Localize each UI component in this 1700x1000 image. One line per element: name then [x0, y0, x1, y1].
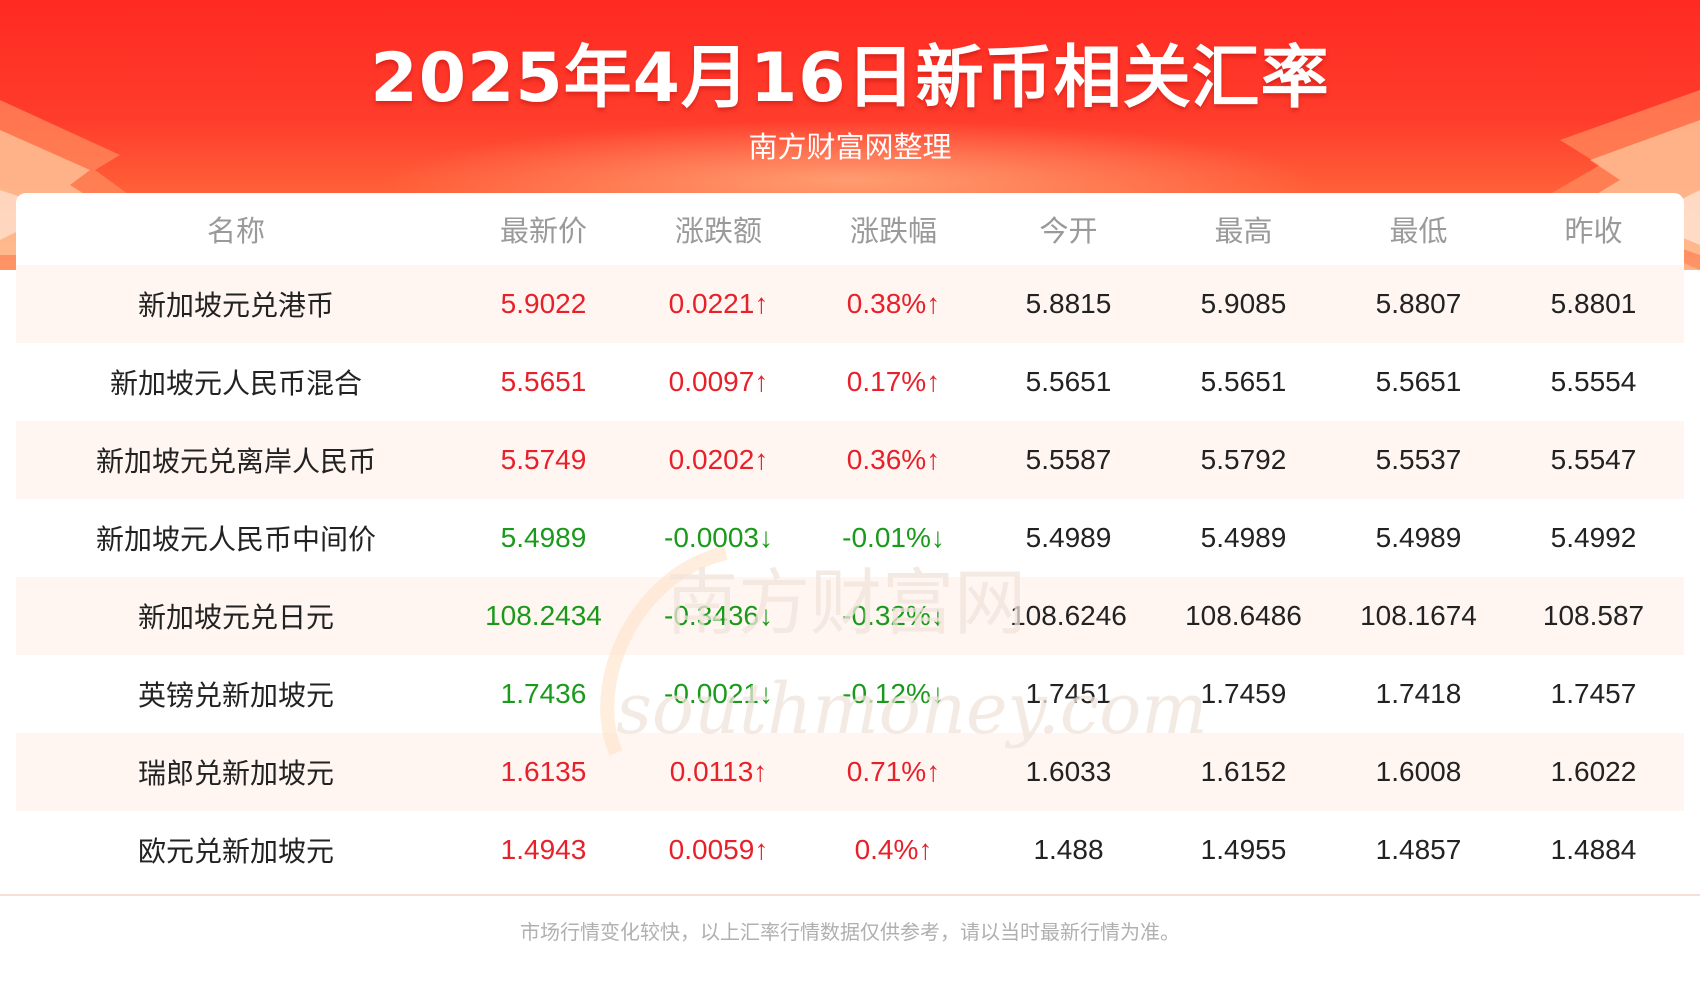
latest-price: 5.4989	[500, 522, 587, 553]
change-amount: 0.0113↑	[669, 756, 768, 787]
rate-table: 名称 最新价 涨跌额 涨跌幅 今开 最高 最低 昨收 新加坡元兑港币 5.9022…	[16, 193, 1684, 893]
table-header: 名称 最新价 涨跌额 涨跌幅 今开 最高 最低 昨收	[16, 193, 1684, 265]
table-row: 新加坡元兑日元 108.2434 -0.3436↓ -0.32%↓ 108.6246 10…	[16, 577, 1684, 655]
latest-price: 5.5749	[500, 444, 587, 475]
column-header-high: 最高	[1214, 214, 1273, 248]
low-price: 1.6008	[1375, 756, 1462, 787]
high-price: 108.6486	[1185, 600, 1302, 631]
currency-pair-name: 新加坡元兑离岸人民币	[95, 445, 376, 478]
column-header-percent: 涨跌幅	[849, 214, 937, 248]
prev-close: 5.5554	[1550, 366, 1637, 397]
currency-pair-name: 新加坡元人民币混合	[109, 367, 362, 400]
change-percent: -0.01%↓	[842, 522, 945, 553]
low-price: 5.4989	[1375, 522, 1462, 553]
currency-pair-name: 欧元兑新加坡元	[137, 835, 334, 868]
change-percent: -0.32%↓	[842, 600, 945, 631]
change-amount: 0.0202↑	[668, 444, 769, 475]
high-price: 5.9085	[1200, 288, 1287, 319]
low-price: 1.7418	[1375, 678, 1462, 709]
prev-close: 1.4884	[1550, 834, 1637, 865]
prev-close: 5.4992	[1550, 522, 1637, 553]
prev-close: 1.6022	[1550, 756, 1637, 787]
change-amount: -0.0003↓	[664, 522, 773, 553]
latest-price: 1.7436	[500, 678, 587, 709]
change-percent: 0.17%↑	[846, 366, 941, 397]
open-price: 1.488	[1033, 834, 1104, 865]
currency-pair-name: 英镑兑新加坡元	[137, 679, 334, 712]
change-amount: -0.0021↓	[664, 678, 773, 709]
change-amount: 0.0221↑	[668, 288, 769, 319]
table-row: 英镑兑新加坡元 1.7436 -0.0021↓ -0.12%↓ 1.7451 1.7459…	[16, 655, 1684, 733]
table-row: 欧元兑新加坡元 1.4943 0.0059↑ 0.4%↑ 1.488 1.4955 1.48…	[16, 811, 1684, 889]
high-price: 1.6152	[1200, 756, 1287, 787]
low-price: 5.8807	[1375, 288, 1462, 319]
column-header-low: 最低	[1389, 214, 1448, 248]
open-price: 108.6246	[1010, 600, 1127, 631]
change-percent: 0.38%↑	[846, 288, 941, 319]
latest-price: 5.5651	[500, 366, 587, 397]
currency-pair-name: 新加坡元人民币中间价	[95, 523, 376, 556]
latest-price: 1.6135	[500, 756, 587, 787]
latest-price: 108.2434	[485, 600, 602, 631]
high-price: 5.4989	[1200, 522, 1287, 553]
column-header-change: 涨跌额	[674, 214, 762, 248]
disclaimer-text: 市场行情变化较快，以上汇率行情数据仅供参考，请以当时最新行情为准。	[520, 920, 1180, 944]
open-price: 1.6033	[1025, 756, 1112, 787]
latest-price: 1.4943	[500, 834, 587, 865]
prev-close: 1.7457	[1550, 678, 1637, 709]
change-percent: 0.71%↑	[846, 756, 941, 787]
low-price: 5.5651	[1375, 366, 1462, 397]
table-row: 新加坡元兑离岸人民币 5.5749 0.0202↑ 0.36%↑ 5.5587 5.579…	[16, 421, 1684, 499]
column-header-name: 名称	[206, 214, 265, 248]
table-row: 新加坡元人民币混合 5.5651 0.0097↑ 0.17%↑ 5.5651 5.5651…	[16, 343, 1684, 421]
currency-pair-name: 新加坡元兑港币	[137, 289, 334, 322]
page-title: 2025年4月16日新币相关汇率	[370, 39, 1330, 118]
table-row: 新加坡元人民币中间价 5.4989 -0.0003↓ -0.01%↓ 5.4989 5.4…	[16, 499, 1684, 577]
currency-pair-name: 新加坡元兑日元	[137, 601, 334, 634]
low-price: 108.1674	[1360, 600, 1477, 631]
open-price: 5.4989	[1025, 522, 1112, 553]
table-row: 瑞郎兑新加坡元 1.6135 0.0113↑ 0.71%↑ 1.6033 1.6152 1.…	[16, 733, 1684, 811]
open-price: 5.5587	[1025, 444, 1112, 475]
open-price: 5.8815	[1025, 288, 1112, 319]
high-price: 1.7459	[1200, 678, 1287, 709]
page-subtitle: 南方财富网整理	[748, 130, 952, 164]
change-amount: 0.0097↑	[668, 366, 769, 397]
prev-close: 108.587	[1542, 600, 1645, 631]
table-row: 新加坡元兑港币 5.9022 0.0221↑ 0.38%↑ 5.8815 5.9085 5.…	[16, 265, 1684, 343]
high-price: 5.5651	[1200, 366, 1287, 397]
footer-divider	[0, 894, 1700, 896]
column-header-latest: 最新价	[499, 214, 587, 248]
low-price: 1.4857	[1375, 834, 1462, 865]
change-amount: 0.0059↑	[668, 834, 769, 865]
open-price: 1.7451	[1025, 678, 1112, 709]
change-amount: -0.3436↓	[664, 600, 773, 631]
change-percent: 0.36%↑	[846, 444, 941, 475]
currency-pair-name: 瑞郎兑新加坡元	[137, 757, 334, 790]
latest-price: 5.9022	[500, 288, 587, 319]
prev-close: 5.8801	[1550, 288, 1637, 319]
high-price: 1.4955	[1200, 834, 1287, 865]
low-price: 5.5537	[1375, 444, 1462, 475]
change-percent: 0.4%↑	[854, 834, 933, 865]
prev-close: 5.5547	[1550, 444, 1637, 475]
high-price: 5.5792	[1200, 444, 1287, 475]
change-percent: -0.12%↓	[842, 678, 945, 709]
column-header-prev-close: 昨收	[1564, 214, 1623, 248]
column-header-open: 今开	[1039, 214, 1098, 248]
open-price: 5.5651	[1025, 366, 1112, 397]
